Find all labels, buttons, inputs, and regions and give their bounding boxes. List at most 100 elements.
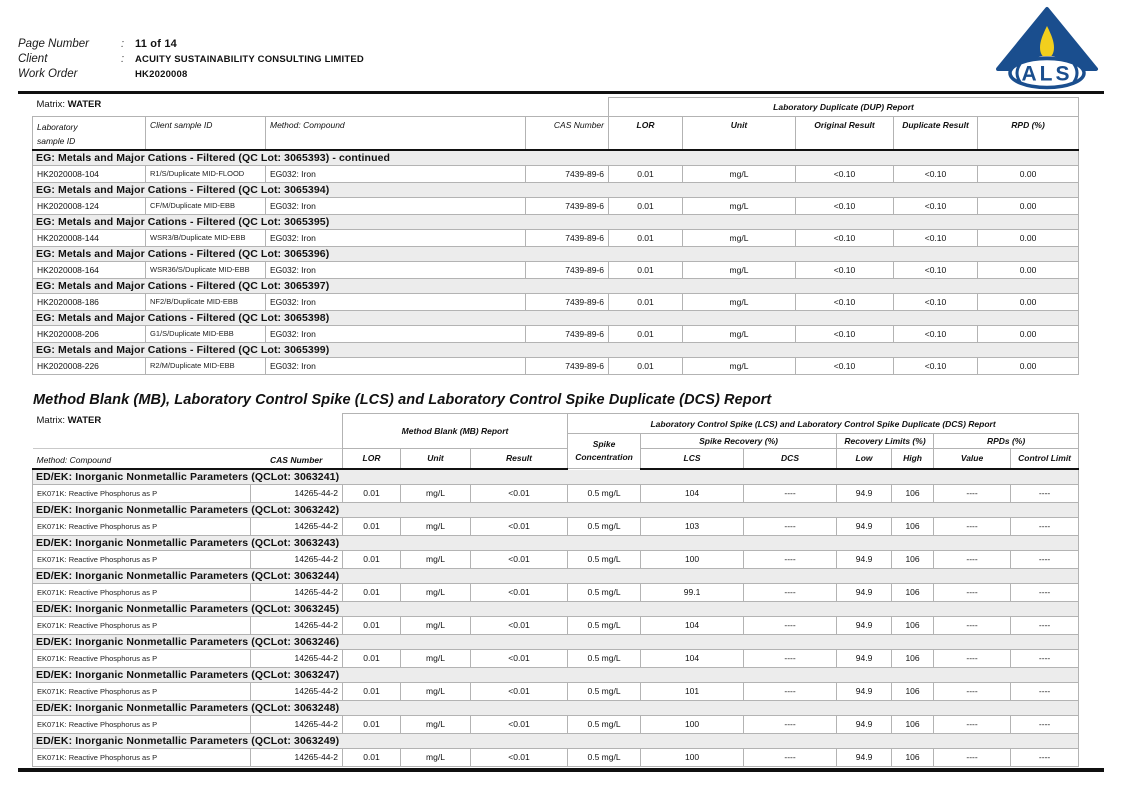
mb-section-row: ED/EK: Inorganic Nonmetallic Parameters … xyxy=(31,567,1080,584)
col-method-compound: Method: Compound xyxy=(265,115,526,151)
col-unit: Unit xyxy=(400,448,471,470)
dup-cas: 7439-89-6 xyxy=(525,196,609,215)
flame-icon xyxy=(1040,26,1054,58)
logo-paren-right xyxy=(1072,62,1079,84)
dup-data-row: HK2020008-186 NF2/B/Duplicate MID-EBB EG03… xyxy=(32,292,1080,311)
dup-lor: 0.01 xyxy=(608,260,683,279)
dup-duplicate: <0.10 xyxy=(893,292,978,311)
mb-result: <0.01 xyxy=(469,549,569,569)
mb-low: 94.9 xyxy=(836,615,893,635)
dup-rpd: 0.00 xyxy=(976,164,1080,183)
dup-report-table: Matrix: WATER Laboratory Duplicate (DUP)… xyxy=(31,97,1080,375)
dup-client-id: NF2/B/Duplicate MID-EBB xyxy=(145,292,266,311)
mb-data-row: EK071K: Reactive Phosphorus as P 14265-44… xyxy=(32,648,1080,668)
mb-section-title: ED/EK: Inorganic Nonmetallic Parameters … xyxy=(31,501,1080,518)
dup-original: <0.10 xyxy=(795,292,894,311)
mb-low: 94.9 xyxy=(836,516,893,536)
dup-cas: 7439-89-6 xyxy=(525,164,609,183)
mb-control-limit: ---- xyxy=(1010,582,1080,602)
mb-control-limit: ---- xyxy=(1010,549,1080,569)
dup-client-id: WSR3/B/Duplicate MID-EBB xyxy=(145,228,266,247)
col-lcs: LCS xyxy=(640,448,745,470)
dup-span-header: Laboratory Duplicate (DUP) Report xyxy=(607,97,1080,117)
dup-lor: 0.01 xyxy=(608,196,683,215)
col-duplicate-result: Duplicate Result xyxy=(893,115,978,151)
dup-cas: 7439-89-6 xyxy=(525,356,609,375)
mb-value: ---- xyxy=(933,615,1012,635)
mb-section-row: ED/EK: Inorganic Nonmetallic Parameters … xyxy=(31,501,1080,518)
mb-dcs: ---- xyxy=(743,483,838,503)
mb-spike-conc: 0.5 mg/L xyxy=(567,582,642,602)
mb-spike-conc: 0.5 mg/L xyxy=(567,516,642,536)
mb-compound: EK071K: Reactive Phosphorus as P xyxy=(32,516,251,536)
mb-value: ---- xyxy=(933,582,1012,602)
col-lor: LOR xyxy=(608,115,683,151)
mb-section-title: ED/EK: Inorganic Nonmetallic Parameters … xyxy=(31,534,1080,551)
mb-spike-conc: 0.5 mg/L xyxy=(567,681,642,701)
dup-section-row: EG: Metals and Major Cations - Filtered … xyxy=(31,181,1080,198)
mb-data-row: EK071K: Reactive Phosphorus as P 14265-44… xyxy=(32,681,1080,701)
mb-dcs: ---- xyxy=(743,714,838,734)
work-order-label: Work Order xyxy=(18,68,78,80)
mb-section-row: ED/EK: Inorganic Nonmetallic Parameters … xyxy=(31,633,1080,650)
logo-ellipse xyxy=(1008,56,1086,90)
mb-compound: EK071K: Reactive Phosphorus as P xyxy=(32,714,251,734)
mb-control-limit: ---- xyxy=(1010,747,1080,767)
mb-data-row: EK071K: Reactive Phosphorus as P 14265-44… xyxy=(32,615,1080,635)
mb-lcs: 101 xyxy=(640,681,745,701)
dup-client-id: WSR36/S/Duplicate MID-EBB xyxy=(145,260,266,279)
mb-matrix-cell: Matrix: WATER xyxy=(33,414,343,449)
dup-cas: 7439-89-6 xyxy=(525,228,609,247)
mb-dcs: ---- xyxy=(743,549,838,569)
mb-lor: 0.01 xyxy=(342,483,401,503)
col-result: Result xyxy=(469,448,569,470)
dup-client-id: G1/S/Duplicate MID-EBB xyxy=(145,324,266,343)
mb-section-title: ED/EK: Inorganic Nonmetallic Parameters … xyxy=(31,468,1080,485)
mb-unit: mg/L xyxy=(400,549,471,569)
dup-rpd: 0.00 xyxy=(976,228,1080,247)
page-number-value: 11 of 14 xyxy=(135,38,177,50)
page-number-row: Page Number : 11 of 14 xyxy=(18,38,978,50)
mb-cas: 14265-44-2 xyxy=(250,648,343,668)
mb-lcs: 100 xyxy=(640,714,745,734)
logo-paren-left xyxy=(1015,62,1022,84)
dup-header-row-2: Laboratory sample ID Client sample ID Me… xyxy=(32,115,1080,151)
mb-control-limit: ---- xyxy=(1010,681,1080,701)
mb-compound: EK071K: Reactive Phosphorus as P xyxy=(32,582,251,602)
mb-low: 94.9 xyxy=(836,714,893,734)
dup-duplicate: <0.10 xyxy=(893,164,978,183)
mb-high: 106 xyxy=(891,615,935,635)
mb-high: 106 xyxy=(891,648,935,668)
dup-method: EG032: Iron xyxy=(265,196,526,215)
dup-duplicate: <0.10 xyxy=(893,228,978,247)
mb-report-table: Matrix: WATER Method Blank (MB) Report L… xyxy=(31,413,1080,767)
mb-lcs: 104 xyxy=(640,648,745,668)
header-rule xyxy=(18,91,1104,94)
mb-low: 94.9 xyxy=(836,681,893,701)
dup-section-title: EG: Metals and Major Cations - Filtered … xyxy=(31,309,1080,326)
work-order-row: Work Order HK2020008 xyxy=(18,68,978,80)
dup-data-row: HK2020008-206 G1/S/Duplicate MID-EBB EG032… xyxy=(32,324,1080,343)
dup-duplicate: <0.10 xyxy=(893,260,978,279)
matrix-label: Matrix: xyxy=(36,414,66,426)
dup-original: <0.10 xyxy=(795,356,894,375)
matrix-value: WATER xyxy=(67,414,102,426)
dup-unit: mg/L xyxy=(682,356,796,375)
mb-section-row: ED/EK: Inorganic Nonmetallic Parameters … xyxy=(31,699,1080,716)
dup-lab-id: HK2020008-206 xyxy=(32,324,146,343)
mb-value: ---- xyxy=(933,549,1012,569)
dup-section-row: EG: Metals and Major Cations - Filtered … xyxy=(31,309,1080,326)
mb-dcs: ---- xyxy=(743,582,838,602)
mb-spike-conc: 0.5 mg/L xyxy=(567,714,642,734)
dup-rpd: 0.00 xyxy=(976,292,1080,311)
mb-unit: mg/L xyxy=(400,714,471,734)
mb-unit: mg/L xyxy=(400,615,471,635)
mb-section-row: ED/EK: Inorganic Nonmetallic Parameters … xyxy=(31,732,1080,749)
col-lab-sample-id: Laboratory sample ID xyxy=(32,115,146,151)
mb-value: ---- xyxy=(933,648,1012,668)
mb-control-limit: ---- xyxy=(1010,714,1080,734)
mb-dcs: ---- xyxy=(743,648,838,668)
mb-result: <0.01 xyxy=(469,516,569,536)
mb-unit: mg/L xyxy=(400,648,471,668)
mb-lor: 0.01 xyxy=(342,516,401,536)
